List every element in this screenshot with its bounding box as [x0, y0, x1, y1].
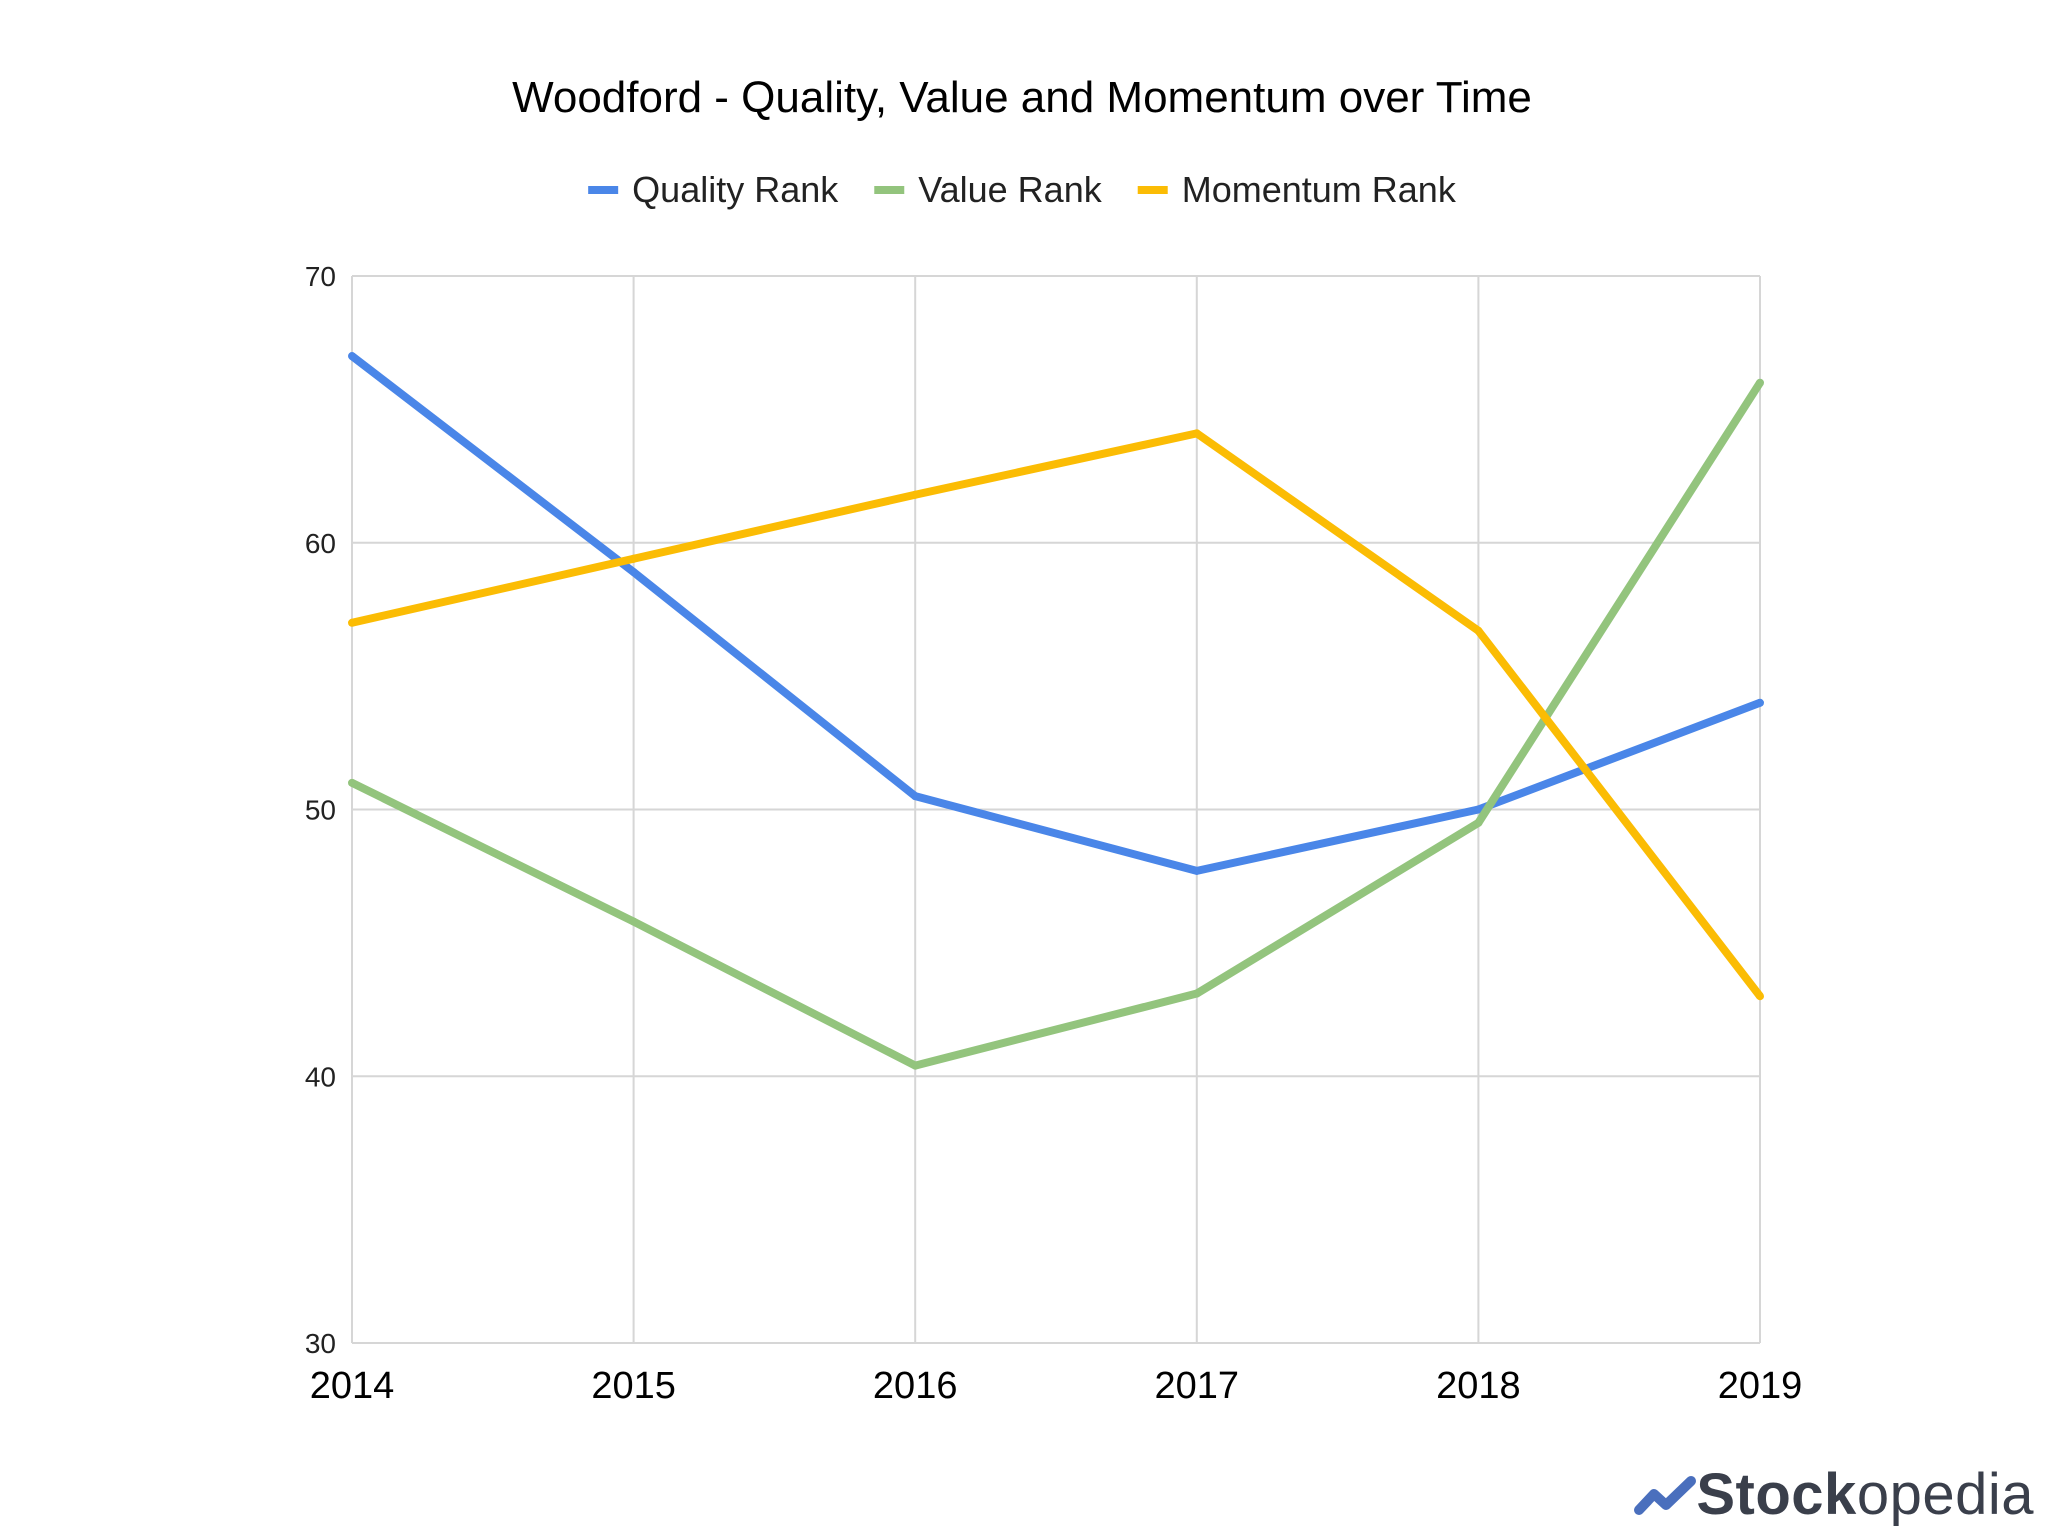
x-tick-label: 2018 [1436, 1365, 1521, 1407]
x-tick-label: 2019 [1718, 1365, 1803, 1407]
x-tick-label: 2014 [310, 1365, 395, 1407]
y-tick-label: 70 [305, 261, 336, 292]
data-point [348, 618, 356, 627]
grid [351, 275, 1761, 1344]
data-point [629, 568, 638, 577]
x-tick-label: 2017 [1155, 1365, 1240, 1407]
brand-wordmark-regular: opedia [1856, 1462, 2034, 1527]
data-point [911, 490, 920, 499]
y-axis: 70 60 50 40 30 [305, 261, 336, 1359]
y-tick-label: 40 [305, 1061, 336, 1092]
data-point [348, 352, 356, 361]
data-point [1474, 805, 1483, 814]
y-tick-label: 30 [305, 1328, 336, 1359]
data-point [629, 917, 638, 926]
series-line-quality-rank [349, 352, 1762, 875]
series-lines [348, 352, 1764, 1070]
y-tick-label: 50 [305, 795, 336, 826]
brand-wordmark-bold: Stock [1696, 1462, 1857, 1527]
series-line-momentum-rank [351, 429, 1764, 999]
data-point [1756, 698, 1764, 707]
y-tick-label: 60 [305, 528, 336, 559]
data-point [1756, 992, 1764, 1001]
legend: Quality Rank Value Rank Momentum Rank [588, 169, 1457, 210]
data-point [911, 1061, 920, 1070]
series-line-value-rank [350, 380, 1764, 1070]
data-point [1756, 378, 1764, 387]
data-point [1474, 818, 1483, 827]
data-point [348, 778, 356, 787]
brand-wordmark: Stockopedia [1696, 1461, 2034, 1528]
data-point [1474, 626, 1483, 635]
x-tick-label: 2015 [591, 1365, 676, 1407]
legend-label: Momentum Rank [1182, 169, 1457, 210]
data-point [629, 554, 638, 563]
x-tick-label: 2016 [873, 1365, 958, 1407]
chart-title: Woodford - Quality, Value and Momentum o… [512, 73, 1532, 122]
data-point [1192, 429, 1201, 438]
data-point [911, 792, 920, 801]
legend-label: Value Rank [918, 169, 1102, 210]
stockopedia-chart-icon [1634, 1475, 1697, 1515]
brand-logo: Stockopedia [1634, 1461, 2034, 1528]
legend-label: Quality Rank [632, 169, 839, 210]
data-point [1192, 866, 1201, 875]
x-axis: 2014 2015 2016 2017 2018 2019 [310, 1365, 1803, 1407]
data-point [1192, 989, 1201, 998]
